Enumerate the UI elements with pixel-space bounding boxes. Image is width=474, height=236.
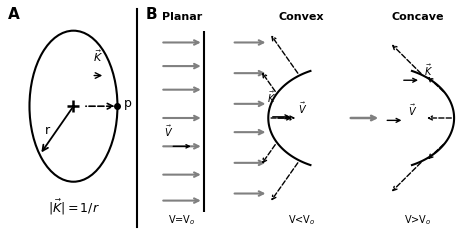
Text: B: B	[146, 7, 157, 22]
Text: $\vec{V}$: $\vec{V}$	[164, 124, 173, 139]
Text: p: p	[124, 97, 132, 110]
Text: V=V$_o$: V=V$_o$	[168, 213, 196, 227]
Text: $\vec{V}$: $\vec{V}$	[408, 103, 417, 118]
Text: $\vec{K}$: $\vec{K}$	[424, 63, 433, 78]
Text: Planar: Planar	[162, 12, 202, 22]
Text: $\vec{K}$: $\vec{K}$	[93, 48, 103, 64]
Text: V>V$_o$: V>V$_o$	[404, 213, 431, 227]
Text: Convex: Convex	[279, 12, 324, 22]
Text: $|\vec{K}|=1/r$: $|\vec{K}|=1/r$	[47, 198, 100, 217]
Text: $\vec{K}$: $\vec{K}$	[266, 90, 276, 105]
Text: Concave: Concave	[392, 12, 444, 22]
Text: r: r	[45, 124, 50, 137]
Text: V<V$_o$: V<V$_o$	[288, 213, 315, 227]
Text: A: A	[8, 7, 19, 22]
Text: $\vec{V}$: $\vec{V}$	[298, 100, 307, 116]
